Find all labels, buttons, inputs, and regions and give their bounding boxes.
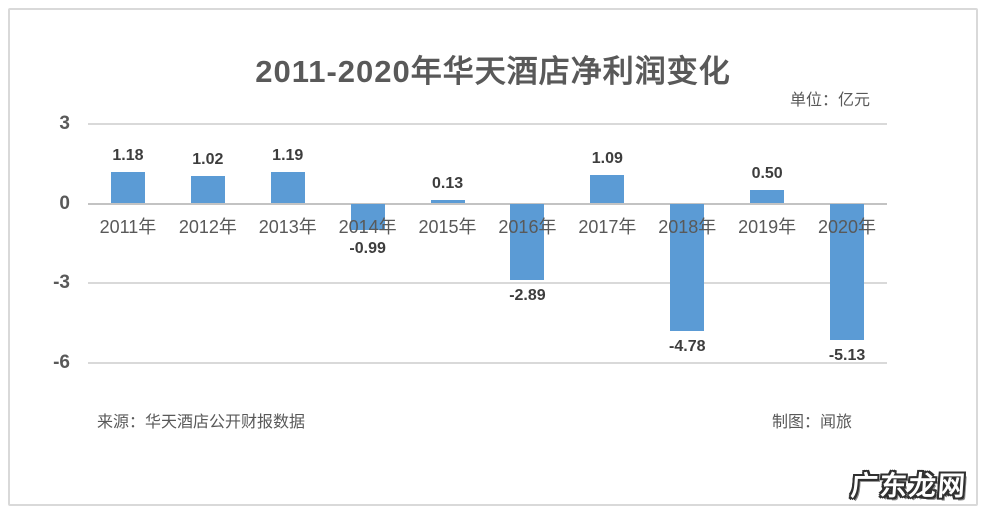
bar-value-label: -0.99 xyxy=(349,240,386,257)
x-axis-label: 2016年 xyxy=(498,217,557,237)
bar-value-label: -4.78 xyxy=(669,337,706,355)
bar-2016年 xyxy=(510,203,545,281)
x-axis-label: 2013年 xyxy=(258,217,317,237)
bar-2014年 xyxy=(350,203,385,230)
bar-value-label: 1.18 xyxy=(112,147,144,165)
bar-value-label: -5.13 xyxy=(828,346,866,364)
bar-2020年 xyxy=(830,203,865,340)
unit-label: 单位：亿元 xyxy=(789,92,870,109)
x-axis-label: 2014年 xyxy=(338,217,397,237)
bar-2012年 xyxy=(190,176,225,204)
frame-border xyxy=(8,8,978,506)
bar-value-label: 1.19 xyxy=(272,146,304,164)
x-axis-label: 2015年 xyxy=(418,217,477,237)
bar-value-label: 0.13 xyxy=(431,175,464,193)
bar-2015年 xyxy=(430,200,465,204)
y-axis-tick-label: -3 xyxy=(53,272,70,294)
zero-axis-line xyxy=(88,202,887,205)
watermark: 广东龙网 xyxy=(849,471,968,501)
bar-value-label: 0.50 xyxy=(751,165,783,183)
gridline xyxy=(88,362,887,365)
bar-value-label: 1.02 xyxy=(192,151,224,169)
source-note: 来源：华天酒店公开财报数据 xyxy=(97,414,306,431)
chart-title: 2011-2020年华天酒店净利润变化 xyxy=(255,54,731,89)
bar-2018年 xyxy=(670,203,705,331)
x-axis-label: 2018年 xyxy=(658,217,717,237)
credit-note: 制图：闻旅 xyxy=(772,414,853,431)
x-axis-label: 2020年 xyxy=(818,217,877,237)
gridline xyxy=(88,282,887,285)
bar-value-label: -2.89 xyxy=(509,287,546,305)
gridline xyxy=(88,122,887,125)
x-axis-label: 2017年 xyxy=(578,217,637,237)
bar-2011年 xyxy=(110,172,145,204)
y-axis-tick-label: -6 xyxy=(53,352,70,374)
bar-2017年 xyxy=(590,174,625,204)
x-axis-label: 2011年 xyxy=(99,217,157,237)
x-axis-label: 2019年 xyxy=(738,217,797,237)
bar-2019年 xyxy=(750,190,785,204)
y-axis-tick-label: 3 xyxy=(59,112,70,134)
bar-2013年 xyxy=(270,171,305,204)
bar-value-label: 1.09 xyxy=(591,149,623,167)
y-axis-tick-label: 0 xyxy=(59,192,70,214)
x-axis-label: 2012年 xyxy=(178,217,237,237)
